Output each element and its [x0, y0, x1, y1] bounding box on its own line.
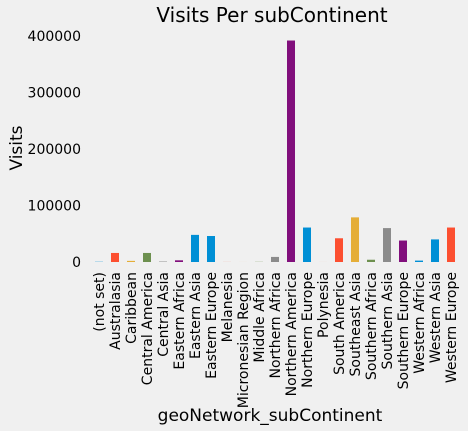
x-tick-label: Central America: [140, 272, 156, 385]
x-tick-label: Northern America: [284, 272, 300, 396]
x-tick-label: Western Europe: [444, 272, 460, 383]
bar: [399, 241, 407, 262]
x-tick-label: Eastern Asia: [188, 272, 204, 359]
y-tick-label: 100000: [28, 199, 81, 215]
y-axis: 0 100000 200000 300000 400000: [28, 29, 81, 271]
x-tick-label: Southern Africa: [364, 272, 380, 380]
y-tick-label: 300000: [28, 86, 81, 102]
bar: [335, 238, 343, 262]
bar: [175, 260, 183, 262]
x-tick-label: Southeast Asia: [348, 272, 364, 376]
x-tick-label: Eastern Africa: [172, 272, 188, 370]
bar: [303, 228, 311, 262]
x-tick-label: (not set): [92, 272, 108, 332]
bar: [447, 228, 455, 262]
x-tick-label: Northern Europe: [300, 272, 316, 388]
x-tick-label: Central Asia: [156, 272, 172, 357]
bar: [127, 261, 135, 262]
x-tick-label: Middle Africa: [252, 272, 268, 363]
x-tick-label: Eastern Europe: [204, 272, 220, 379]
x-tick-label: Polynesia: [316, 272, 332, 338]
bar: [415, 261, 423, 262]
x-tick-label: Southern Asia: [380, 272, 396, 369]
x-tick-label: Southern Europe: [396, 272, 412, 389]
bars: [95, 41, 455, 262]
bar: [271, 257, 279, 262]
bar: [367, 260, 375, 262]
y-tick-label: 0: [72, 255, 81, 271]
bar: [383, 228, 391, 262]
bar: [207, 236, 215, 262]
bar: [191, 235, 199, 262]
bar: [351, 217, 359, 262]
chart-title: Visits Per subContinent: [156, 3, 387, 27]
x-tick-label: Micronesian Region: [236, 272, 252, 408]
x-tick-label: Melanesia: [220, 272, 236, 342]
x-tick-label: Caribbean: [124, 272, 140, 344]
x-tick-label: Western Asia: [428, 272, 444, 363]
x-tick-label: Australasia: [108, 272, 124, 350]
x-tick-label: Western Africa: [412, 272, 428, 374]
bar: [287, 41, 295, 262]
x-axis-label: geoNetwork_subContinent: [158, 406, 383, 426]
bar: [143, 253, 151, 262]
y-tick-label: 200000: [28, 142, 81, 158]
x-tick-label: South America: [332, 272, 348, 375]
y-axis-label: Visits: [7, 125, 27, 170]
bar: [431, 239, 439, 262]
x-tick-label: Northern Africa: [268, 272, 284, 379]
y-tick-label: 400000: [28, 29, 81, 45]
x-axis: (not set) Australasia Caribbean Central Ame…: [92, 272, 460, 408]
bar: [111, 253, 119, 262]
